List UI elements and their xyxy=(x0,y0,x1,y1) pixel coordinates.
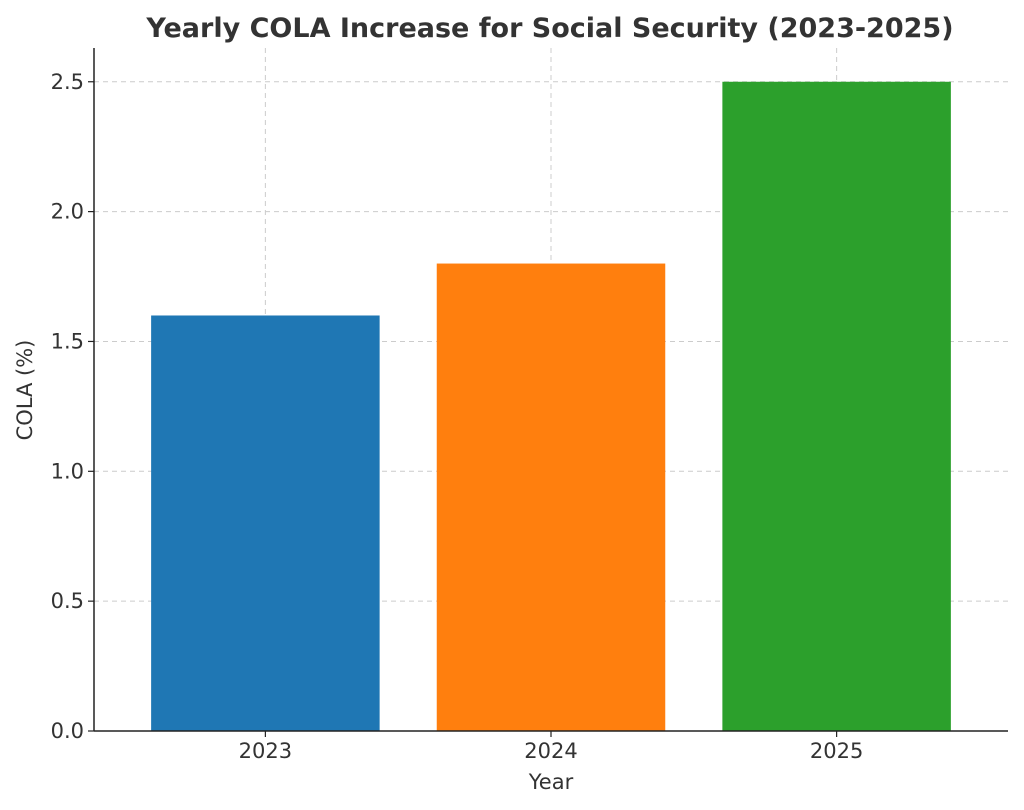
x-tick-label: 2024 xyxy=(524,739,577,763)
x-axis-label: Year xyxy=(528,770,574,794)
y-tick-label: 1.5 xyxy=(51,329,84,353)
x-ticks: 2023 2024 2025 xyxy=(239,731,863,763)
y-tick-label: 0.5 xyxy=(51,589,84,613)
x-tick-label: 2025 xyxy=(810,739,863,763)
bars xyxy=(151,81,951,732)
bar-2023 xyxy=(151,315,380,731)
y-tick-label: 2.5 xyxy=(51,70,84,94)
y-tick-label: 0.0 xyxy=(51,719,84,743)
y-axis-label: COLA (%) xyxy=(13,340,37,441)
y-tick-label: 2.0 xyxy=(51,200,84,224)
x-tick-label: 2023 xyxy=(239,739,292,763)
y-ticks: 0.0 0.5 1.0 1.5 2.0 2.5 xyxy=(51,70,94,743)
bar-2024 xyxy=(436,263,666,731)
bar-2025 xyxy=(722,81,951,732)
y-tick-label: 1.0 xyxy=(51,459,84,483)
chart-title: Yearly COLA Increase for Social Security… xyxy=(145,13,953,44)
